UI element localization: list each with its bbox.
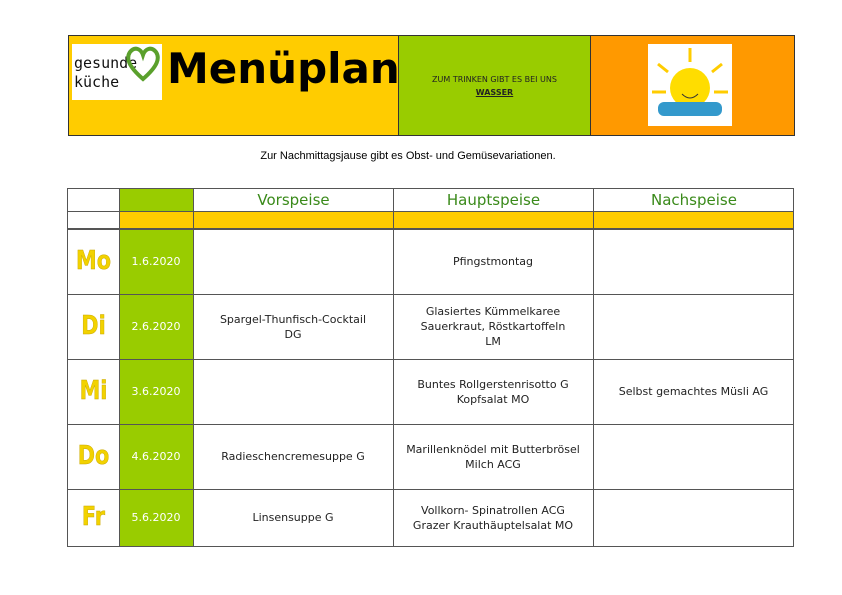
date-cell: 3.6.2020	[119, 359, 193, 424]
date: 2.6.2020	[131, 320, 181, 333]
date-cell: 2.6.2020	[119, 294, 193, 359]
date-cell: 1.6.2020	[119, 229, 193, 294]
dish-line: DG	[284, 327, 302, 341]
drink-box: ZUM TRINKEN GIBT ES BEI UNS WASSER	[398, 36, 591, 135]
day-cell: Mi	[73, 359, 114, 424]
date: 3.6.2020	[131, 385, 181, 398]
dish-line: Linsensuppe G	[252, 511, 334, 524]
day: Do	[77, 441, 110, 471]
brand-logo: gesunde küche	[72, 44, 162, 100]
menu-table: Vorspeise Hauptspeise Nachspeise Mo 1.6.2020…	[67, 188, 794, 547]
header-stripe	[193, 211, 793, 229]
column-line	[119, 189, 120, 546]
header-stripe	[68, 211, 119, 229]
row-line	[68, 229, 793, 230]
dish-cell: Linsensuppe G	[193, 489, 393, 546]
drink-note: ZUM TRINKEN GIBT ES BEI UNS	[432, 74, 557, 84]
date-cell: 4.6.2020	[119, 424, 193, 489]
dish-cell	[193, 359, 393, 424]
dish-line: Marillenknödel mit Butterbrösel	[406, 442, 580, 456]
dish-cell	[193, 229, 393, 294]
dish-line: Grazer Krauthäuptelsalat MO	[412, 518, 574, 532]
date: 5.6.2020	[131, 511, 181, 524]
brand-line: gesunde	[74, 54, 138, 72]
dish-cell	[593, 424, 794, 489]
drink: WASSER	[475, 87, 514, 97]
day-cell: Di	[73, 294, 114, 359]
day: Mi	[79, 376, 108, 406]
dish-cell: Vollkorn- Spinatrollen ACG Grazer Krauthä…	[393, 489, 593, 546]
title: Menüplan	[167, 44, 400, 93]
dish-line: Buntes Rollgerstenrisotto G	[417, 377, 569, 391]
dish-line: LM	[485, 335, 501, 348]
row-line	[68, 424, 793, 425]
row-line	[68, 294, 793, 295]
day: Di	[81, 311, 106, 341]
dish-line: Vollkorn- Spinatrollen ACG	[421, 503, 565, 517]
column-header: Nachspeise	[593, 189, 794, 211]
day-cell: Do	[73, 424, 114, 489]
day: Mo	[76, 246, 111, 276]
column-line	[393, 211, 394, 546]
brand-line: küche	[74, 73, 120, 91]
header: gesunde küche Menüplan ZUM TRINKEN GIBT …	[68, 35, 795, 136]
dish-cell: Spargel-Thunfisch-Cocktail DG	[193, 294, 393, 359]
row-line	[68, 359, 793, 360]
header-text: Hauptspeise	[446, 190, 541, 209]
date-cell: 5.6.2020	[119, 489, 193, 546]
date: 1.6.2020	[131, 255, 181, 268]
dish-cell: Glasiertes Kümmelkaree Sauerkraut, Röstka…	[393, 294, 593, 359]
date-column	[119, 189, 193, 546]
day: Fr	[81, 502, 106, 532]
dish-line: Pfingstmontag	[452, 255, 533, 268]
dish-line: Kopfsalat MO	[456, 392, 530, 406]
kindergarten-logo	[648, 44, 732, 126]
dish-line: Sauerkraut, Röstkartoffeln	[420, 320, 566, 333]
dish-cell: Pfingstmontag	[393, 229, 593, 294]
day-cell: Fr	[73, 489, 114, 546]
column-line	[593, 211, 594, 546]
header-text: Vorspeise	[257, 190, 330, 209]
dish-cell	[593, 229, 794, 294]
kindergarten-box	[591, 36, 794, 135]
column-line	[193, 211, 194, 546]
header-stripe	[119, 211, 193, 229]
day-cell: Mo	[73, 229, 114, 294]
dish-cell: Buntes Rollgerstenrisotto G Kopfsalat MO	[393, 359, 593, 424]
note: Zur Nachmittagsjause gibt es Obst- und G…	[260, 150, 556, 162]
heart-icon	[126, 46, 160, 82]
header-text: Nachspeise	[651, 190, 737, 209]
dish-line: Selbst gemachtes Müsli AG	[618, 385, 769, 398]
dish-line: Milch ACG	[465, 457, 521, 471]
dish-cell: Selbst gemachtes Müsli AG	[593, 359, 794, 424]
dish-line: Spargel-Thunfisch-Cocktail	[219, 312, 367, 326]
row-line	[68, 489, 793, 490]
dish-line: Glasiertes Kümmelkaree	[425, 305, 561, 318]
dish-cell	[593, 294, 794, 359]
dish-cell	[593, 489, 794, 546]
date: 4.6.2020	[131, 450, 181, 463]
dish-cell: Marillenknödel mit Butterbrösel Milch ACG	[393, 424, 593, 489]
dish-line: Radieschencremesuppe G	[221, 450, 365, 463]
column-header: Hauptspeise	[393, 189, 593, 211]
column-header: Vorspeise	[193, 189, 393, 211]
dish-cell: Radieschencremesuppe G	[193, 424, 393, 489]
